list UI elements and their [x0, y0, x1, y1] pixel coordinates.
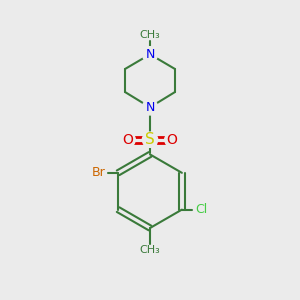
- Circle shape: [142, 46, 158, 62]
- Text: O: O: [122, 133, 134, 147]
- Text: CH₃: CH₃: [140, 30, 160, 40]
- Text: O: O: [167, 133, 178, 147]
- Circle shape: [165, 132, 179, 147]
- Text: CH₃: CH₃: [140, 244, 160, 254]
- Circle shape: [142, 100, 158, 115]
- Text: Cl: Cl: [195, 203, 207, 216]
- Circle shape: [121, 132, 135, 147]
- Circle shape: [142, 132, 158, 147]
- Text: N: N: [145, 101, 155, 114]
- Text: Br: Br: [92, 166, 106, 179]
- Text: S: S: [145, 132, 155, 147]
- Text: N: N: [145, 48, 155, 61]
